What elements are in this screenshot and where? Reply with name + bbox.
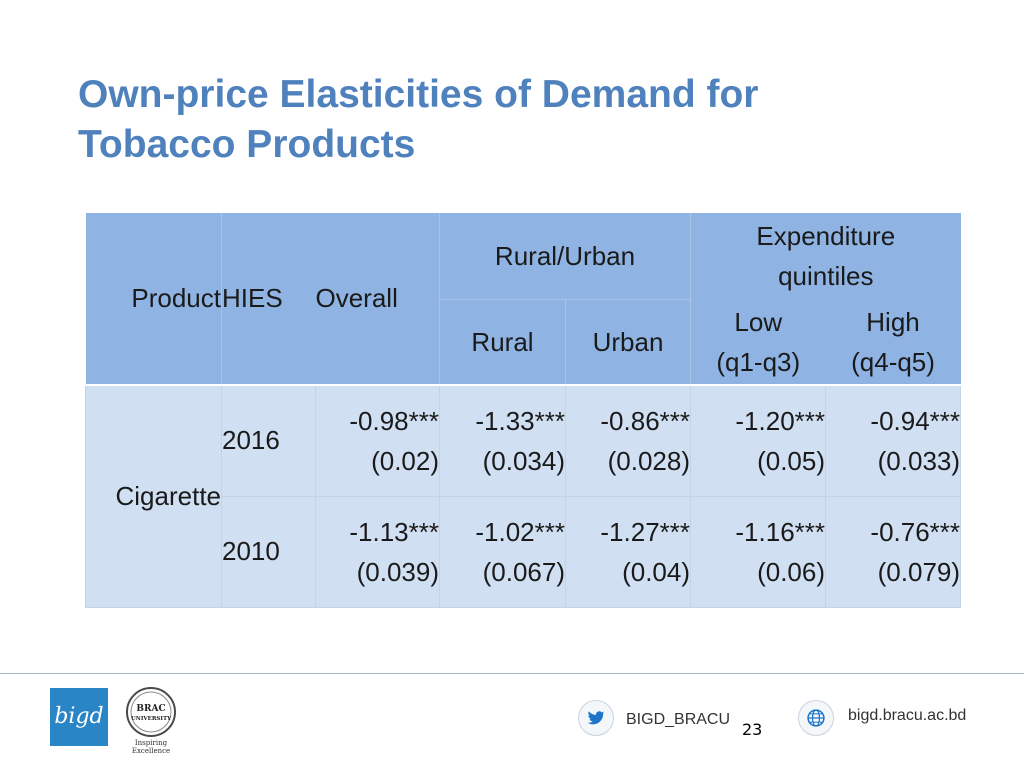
standard-error-value: (0.034) (482, 445, 565, 476)
slide-title-line-1: Own-price Elasticities of Demand for (78, 73, 759, 116)
elasticity-table: Product HIES Overall Rural/Urban Expendi… (85, 213, 962, 608)
website-url: bigd.bracu.ac.bd (848, 707, 967, 724)
header-expenditure-line-2: quintiles (778, 261, 874, 291)
rural-cell: -1.33*** (0.034) (439, 384, 566, 497)
low-quintile-cell: -1.20*** (0.05) (690, 384, 827, 497)
standard-error-value: (0.04) (622, 556, 691, 587)
estimate-value: -0.76*** (870, 516, 961, 547)
standard-error-value: (0.067) (482, 556, 565, 587)
twitter-link[interactable]: BIGD_BRACU (578, 700, 738, 736)
standard-error-value: (0.079) (877, 556, 961, 587)
brac-logo-text-1: BRAC (136, 704, 165, 714)
table-row: 2010 -1.13*** (0.039) -1.02*** (0.067) -… (86, 495, 962, 608)
slide-title-line-2: Tobacco Products (78, 123, 416, 166)
twitter-icon (578, 700, 614, 736)
year-cell: 2016 (221, 384, 316, 497)
standard-error-value: (0.028) (607, 445, 691, 476)
slide-title: Own-price Elasticities of Demand for Tob… (78, 70, 958, 170)
page-number: 23 (742, 720, 763, 739)
header-hies: HIES (221, 213, 316, 385)
brac-university-logo: BRAC UNIVERSITY Inspiring Excellence (116, 686, 186, 755)
footer-divider (0, 673, 1024, 674)
standard-error-value: (0.039) (356, 556, 439, 587)
estimate-value: -1.02*** (475, 516, 565, 547)
brac-university-crest-icon: BRAC UNIVERSITY (126, 687, 176, 737)
header-low-line-2: (q1-q3) (716, 346, 801, 377)
standard-error-value: (0.05) (757, 445, 826, 476)
globe-icon (798, 700, 834, 736)
year-cell: 2010 (221, 495, 316, 608)
header-urban: Urban (564, 298, 692, 385)
table-row: Cigarette 2016 -0.98*** (0.02) -1.33*** … (85, 384, 962, 608)
header-low-line-1: Low (734, 306, 783, 337)
header-high-line-1: High (866, 306, 920, 337)
header-overall: Overall (315, 213, 440, 385)
header-rural-urban: Rural/Urban (439, 213, 692, 299)
overall-cell: -1.13*** (0.039) (315, 495, 440, 608)
rural-cell: -1.02*** (0.067) (439, 495, 566, 608)
standard-error-value: (0.02) (371, 445, 439, 476)
estimate-value: -0.98*** (349, 405, 439, 436)
standard-error-value: (0.033) (877, 445, 961, 476)
header-low: Low (q1-q3) (690, 299, 826, 385)
standard-error-value: (0.06) (757, 556, 826, 587)
website-link[interactable]: bigd.bracu.ac.bd (798, 700, 998, 736)
bigd-logo: bigd (50, 688, 108, 746)
header-expenditure-quintiles: Expenditure quintiles (690, 213, 961, 299)
estimate-value: -1.33*** (475, 405, 565, 436)
brac-tagline: Inspiring Excellence (131, 739, 171, 755)
estimate-value: -1.13*** (349, 516, 439, 547)
urban-cell: -1.27*** (0.04) (564, 495, 692, 608)
overall-cell: -0.98*** (0.02) (315, 384, 440, 497)
high-quintile-cell: -0.76*** (0.079) (825, 495, 962, 608)
header-product: Product (85, 213, 222, 385)
header-high-line-2: (q4-q5) (851, 346, 935, 377)
urban-cell: -0.86*** (0.028) (564, 384, 692, 497)
estimate-value: -1.27*** (600, 516, 691, 547)
estimate-value: -0.94*** (870, 405, 961, 436)
estimate-value: -0.86*** (600, 405, 691, 436)
header-rural: Rural (439, 298, 566, 385)
twitter-handle: BIGD_BRACU (626, 711, 731, 728)
product-cell: Cigarette (85, 384, 222, 608)
estimate-value: -1.16*** (735, 516, 826, 547)
low-quintile-cell: -1.16*** (0.06) (690, 495, 827, 608)
header-expenditure-line-1: Expenditure (756, 221, 896, 251)
header-high: High (q4-q5) (825, 299, 961, 385)
high-quintile-cell: -0.94*** (0.033) (825, 384, 962, 497)
brac-logo-text-2: UNIVERSITY (131, 716, 171, 722)
estimate-value: -1.20*** (735, 405, 826, 436)
